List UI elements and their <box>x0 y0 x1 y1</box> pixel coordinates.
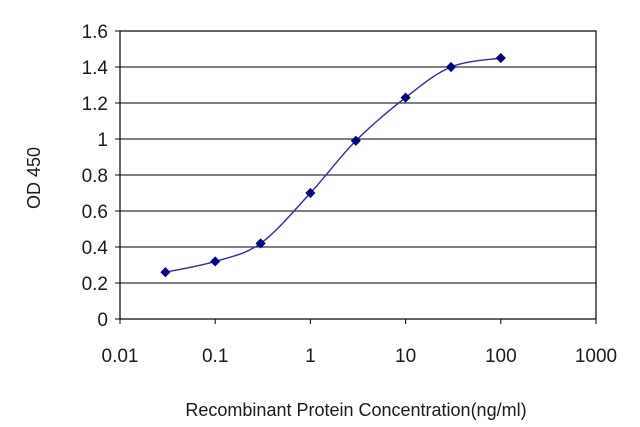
x-tick-label: 0.01 <box>102 346 139 367</box>
series-line <box>165 57 501 273</box>
y-tick-label: 0.4 <box>82 238 109 259</box>
y-tick-label: 0 <box>97 310 108 331</box>
x-tick-label: 1 <box>305 346 316 367</box>
y-tick-label: 1.2 <box>82 94 108 115</box>
x-axis-label: Recombinant Protein Concentration(ng/ml) <box>185 400 526 420</box>
data-point <box>445 61 457 73</box>
y-tick-label: 0.6 <box>82 202 108 223</box>
data-point <box>210 256 221 267</box>
data-points <box>160 52 506 278</box>
x-axis: 0.01 0.1 1 10 100 1000 <box>102 319 617 367</box>
grid-lines <box>120 66 596 284</box>
data-point <box>255 238 266 249</box>
x-tick-label: 1000 <box>575 346 617 367</box>
y-tick-label: 1.6 <box>82 22 108 43</box>
y-axis-label: OD 450 <box>24 147 44 209</box>
x-tick-label: 100 <box>485 346 517 367</box>
x-tick-label: 10 <box>395 346 416 367</box>
y-tick-label: 0.2 <box>82 274 108 295</box>
data-point <box>305 187 316 199</box>
y-tick-label: 1.4 <box>82 58 109 79</box>
data-point <box>495 52 506 64</box>
y-axis: 0 0.2 0.4 0.6 0.8 1 1.2 1.4 1.6 <box>82 22 120 331</box>
data-point <box>400 92 411 103</box>
data-point <box>160 267 171 278</box>
data-point <box>350 135 361 146</box>
y-tick-label: 0.8 <box>82 166 108 187</box>
x-tick-label: 0.1 <box>202 346 228 367</box>
y-tick-label: 1 <box>97 130 108 151</box>
